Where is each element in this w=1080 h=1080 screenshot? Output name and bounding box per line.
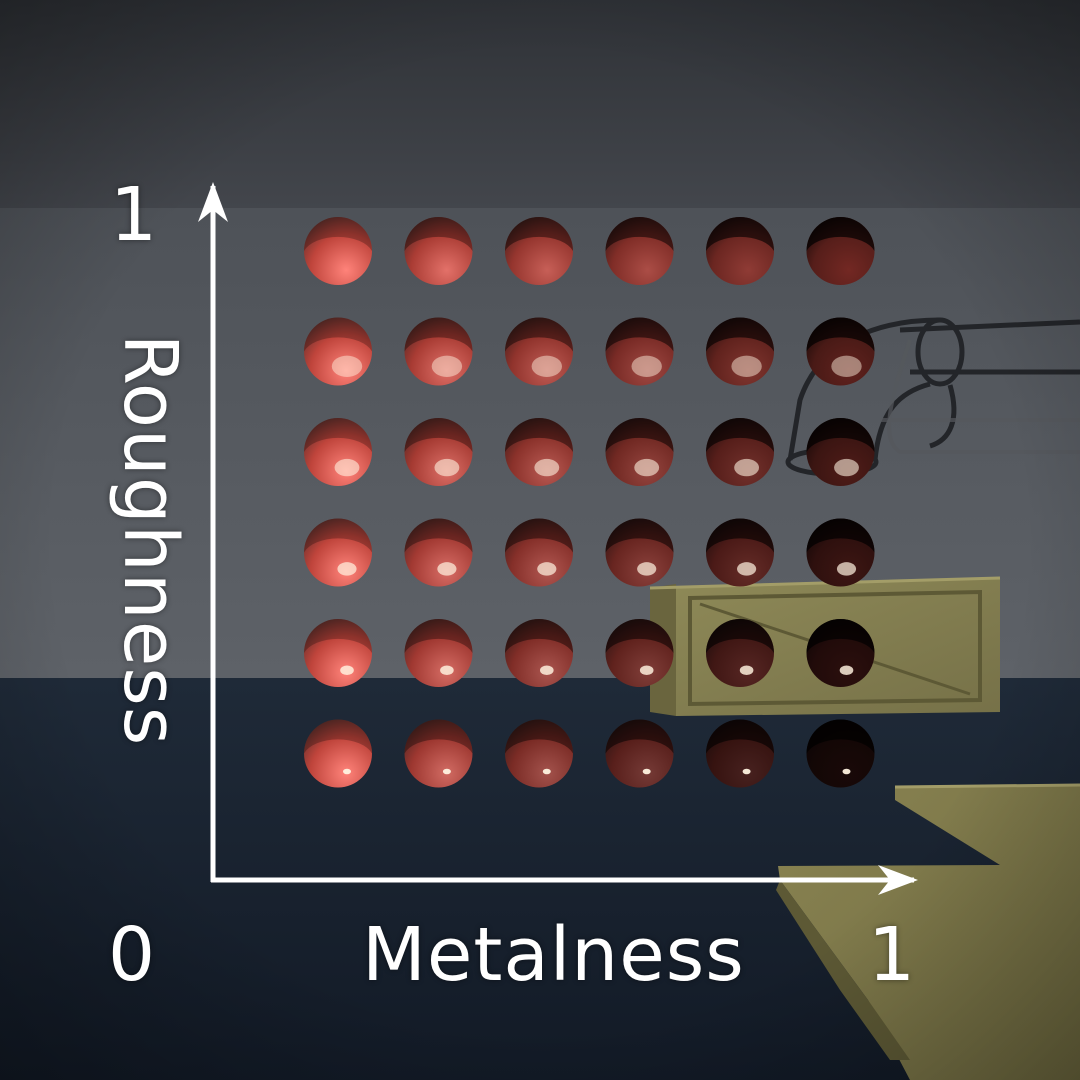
sphere-highlight-r1-c0 [331, 355, 363, 377]
y-axis-max-tick: 1 [110, 172, 158, 258]
sphere-highlight-r5-c1 [442, 768, 451, 775]
sphere-highlight-r4-c2 [540, 665, 554, 675]
sphere-shadow-r3-c5 [806, 518, 875, 553]
sphere-shadow-r0-c1 [404, 217, 473, 251]
sphere-r1-c0 [304, 317, 372, 386]
sphere-r0-c1 [404, 217, 473, 285]
sphere-shadow-r5-c4 [706, 719, 774, 754]
sphere-highlight-r1-c2 [531, 355, 562, 377]
sphere-highlight-r3-c5 [836, 562, 857, 576]
sphere-highlight-r1-c4 [731, 355, 762, 377]
origin-tick: 0 [108, 912, 156, 998]
sphere-r1-c1 [404, 317, 473, 386]
sphere-shadow-r3-c4 [706, 518, 774, 553]
sphere-highlight-r4-c1 [440, 665, 454, 675]
sphere-shadow-r3-c0 [304, 518, 372, 553]
sphere-r0-c2 [505, 217, 573, 285]
sphere-r4-c2 [505, 619, 573, 687]
sphere-shadow-r0-c4 [706, 217, 774, 251]
sphere-shadow-r1-c3 [605, 317, 674, 352]
sphere-shadow-r1-c5 [806, 317, 875, 352]
sphere-shadow-r1-c1 [404, 317, 473, 352]
sphere-shadow-r4-c0 [304, 619, 372, 653]
sphere-highlight-r2-c0 [334, 458, 360, 477]
x-axis-max-tick: 1 [868, 912, 916, 998]
sphere-highlight-r3-c0 [337, 562, 357, 576]
sphere-r5-c2 [505, 719, 573, 788]
sphere-highlight-r3-c3 [637, 562, 657, 576]
sphere-highlight-r2-c5 [834, 458, 859, 477]
sphere-r0-c0 [304, 217, 372, 285]
sphere-highlight-r1-c5 [831, 355, 862, 377]
sphere-shadow-r3-c1 [404, 518, 473, 553]
sphere-highlight-r5-c3 [642, 768, 651, 775]
sphere-highlight-r5-c0 [343, 768, 351, 775]
sphere-shadow-r5-c1 [404, 719, 473, 754]
sphere-highlight-r4-c5 [839, 665, 854, 675]
sphere-r4-c1 [404, 619, 473, 687]
sphere-shadow-r4-c3 [605, 619, 674, 653]
sphere-r1-c2 [505, 317, 573, 386]
sphere-shadow-r1-c2 [505, 317, 573, 352]
sphere-shadow-r4-c2 [505, 619, 573, 653]
sphere-highlight-r2-c2 [534, 458, 560, 477]
sphere-highlight-r1-c1 [431, 355, 463, 377]
sphere-highlight-r3-c2 [537, 562, 557, 576]
x-axis-title: Metalness [362, 912, 745, 998]
sphere-highlight-r2-c4 [734, 458, 759, 477]
sphere-shadow-r4-c5 [806, 619, 875, 653]
sphere-shadow-r2-c1 [404, 418, 473, 452]
sphere-shadow-r5-c0 [304, 719, 372, 754]
sphere-r5-c1 [404, 719, 473, 788]
sphere-shadow-r0-c2 [505, 217, 573, 251]
sphere-shadow-r3-c3 [605, 518, 674, 553]
sphere-highlight-r3-c4 [737, 562, 757, 576]
sphere-highlight-r3-c1 [437, 562, 457, 576]
sphere-shadow-r2-c4 [706, 418, 774, 452]
sphere-shadow-r5-c2 [505, 719, 573, 754]
sphere-shadow-r5-c5 [806, 719, 875, 754]
sphere-shadow-r1-c4 [706, 317, 774, 352]
sphere-highlight-r5-c2 [542, 768, 551, 775]
sphere-shadow-r2-c2 [505, 418, 573, 452]
sphere-highlight-r4-c0 [340, 665, 354, 675]
sphere-shadow-r0-c5 [806, 217, 875, 251]
sphere-shadow-r4-c1 [404, 619, 473, 653]
sphere-shadow-r1-c0 [304, 317, 372, 352]
sphere-highlight-r2-c3 [634, 458, 660, 477]
sphere-shadow-r0-c0 [304, 217, 372, 251]
sphere-shadow-r3-c2 [505, 518, 573, 553]
sphere-shadow-r0-c3 [605, 217, 674, 251]
sphere-highlight-r2-c1 [434, 458, 460, 477]
sphere-shadow-r2-c0 [304, 418, 372, 452]
y-axis-title: Roughness [107, 333, 193, 747]
sphere-highlight-r5-c4 [742, 768, 751, 775]
sphere-shadow-r2-c5 [806, 418, 875, 452]
sphere-grid [304, 217, 875, 788]
sphere-shadow-r2-c3 [605, 418, 674, 452]
sphere-highlight-r5-c5 [842, 768, 851, 775]
sphere-highlight-r4-c3 [639, 665, 654, 675]
sphere-shadow-r4-c4 [706, 619, 774, 653]
sphere-r4-c0 [304, 619, 372, 687]
sphere-r5-c0 [304, 719, 372, 788]
sphere-shadow-r5-c3 [605, 719, 674, 754]
sphere-highlight-r4-c4 [739, 665, 754, 675]
sphere-highlight-r1-c3 [631, 355, 662, 377]
